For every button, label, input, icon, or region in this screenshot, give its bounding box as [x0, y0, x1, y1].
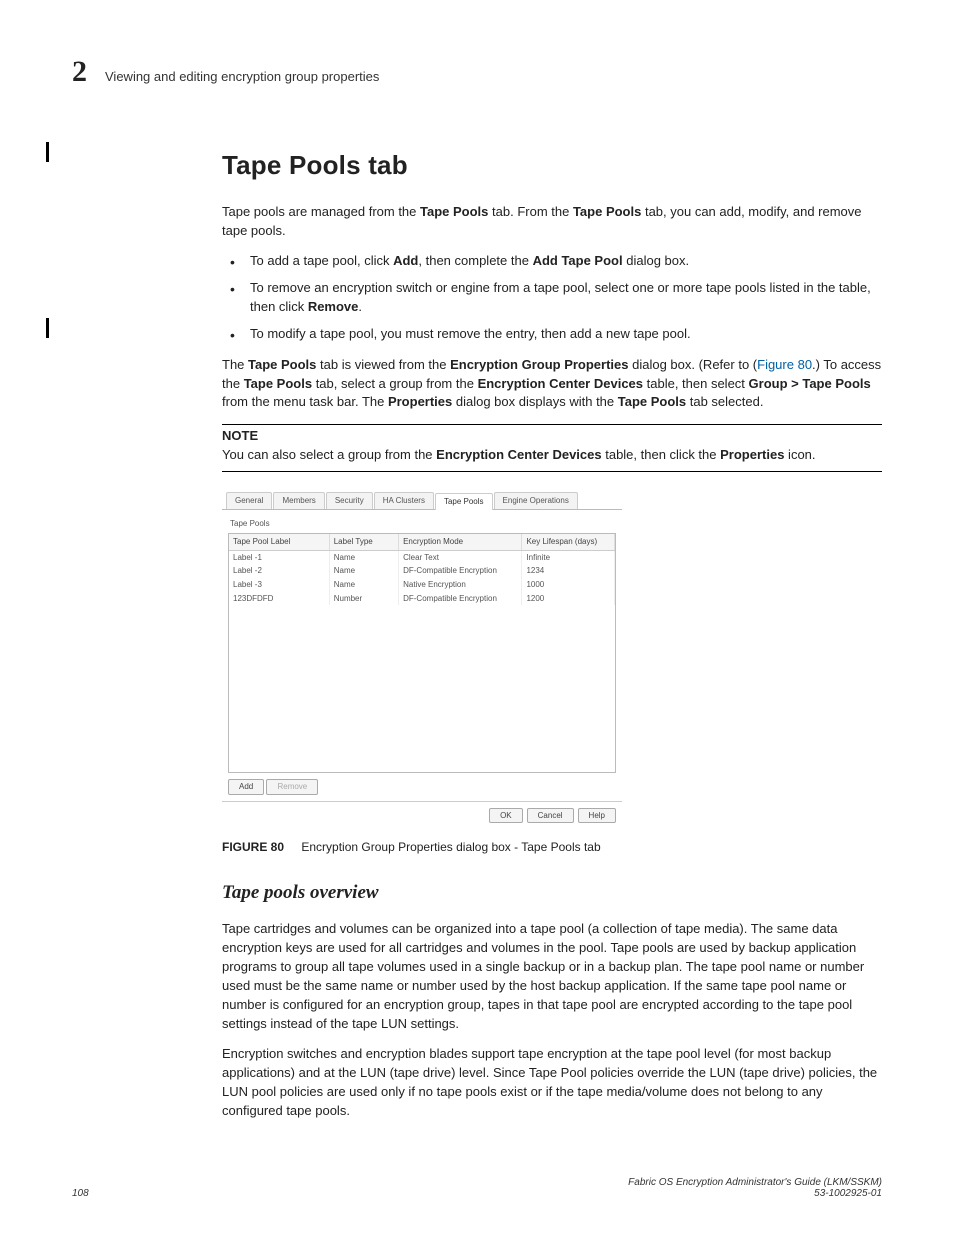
remove-button[interactable]: Remove	[266, 779, 318, 795]
dialog-tab[interactable]: General	[226, 492, 272, 509]
overview-p2: Encryption switches and encryption blade…	[222, 1045, 882, 1120]
table-cell: 1234	[522, 564, 615, 578]
dialog-tabs: GeneralMembersSecurityHA ClustersTape Po…	[222, 488, 622, 510]
cancel-button[interactable]: Cancel	[527, 808, 574, 824]
table-cell: 123DFDFD	[229, 592, 329, 606]
table-cell: Name	[329, 550, 398, 564]
content-area: Tape Pools tab Tape pools are managed fr…	[222, 147, 882, 1121]
table-cell: Native Encryption	[399, 578, 522, 592]
note-body: You can also select a group from the Enc…	[222, 446, 882, 472]
table-cell: Infinite	[522, 550, 615, 564]
dialog-tab[interactable]: Tape Pools	[435, 493, 493, 510]
dialog-button-row: Add Remove	[228, 779, 616, 795]
change-bar	[46, 318, 49, 338]
ok-button[interactable]: OK	[489, 808, 523, 824]
access-paragraph: The Tape Pools tab is viewed from the En…	[222, 356, 882, 413]
bullet-item: To remove an encryption switch or engine…	[222, 279, 882, 317]
table-cell: Label -2	[229, 564, 329, 578]
dialog-tab[interactable]: Engine Operations	[494, 492, 578, 509]
table-cell: DF-Compatible Encryption	[399, 564, 522, 578]
table-header: Key Lifespan (days)	[522, 534, 615, 550]
table-cell: 1200	[522, 592, 615, 606]
table-row[interactable]: Label -2NameDF-Compatible Encryption1234	[229, 564, 615, 578]
table-cell: Clear Text	[399, 550, 522, 564]
change-bar	[46, 142, 49, 162]
dialog-tab[interactable]: Members	[273, 492, 324, 509]
table-cell: Name	[329, 578, 398, 592]
add-button[interactable]: Add	[228, 779, 264, 795]
note-label: NOTE	[222, 424, 882, 446]
subsection-title: Tape pools overview	[222, 879, 882, 907]
help-button[interactable]: Help	[578, 808, 616, 824]
table-cell: Number	[329, 592, 398, 606]
table-cell: Name	[329, 564, 398, 578]
figure-label: FIGURE 80	[222, 840, 284, 854]
figure-dialog: GeneralMembersSecurityHA ClustersTape Po…	[222, 488, 622, 829]
doc-title: Fabric OS Encryption Administrator's Gui…	[628, 1177, 882, 1188]
table-row[interactable]: 123DFDFDNumberDF-Compatible Encryption12…	[229, 592, 615, 606]
page-header: 2 Viewing and editing encryption group p…	[72, 55, 882, 89]
page-number: 108	[72, 1188, 89, 1199]
doc-number: 53-1002925-01	[628, 1188, 882, 1199]
figure-caption-text: Encryption Group Properties dialog box -…	[301, 840, 600, 854]
table-cell: 1000	[522, 578, 615, 592]
table-header: Encryption Mode	[399, 534, 522, 550]
dialog-subtitle: Tape Pools	[230, 518, 616, 530]
table-cell: Label -1	[229, 550, 329, 564]
table-header: Tape Pool Label	[229, 534, 329, 550]
intro-paragraph: Tape pools are managed from the Tape Poo…	[222, 203, 882, 241]
table-header: Label Type	[329, 534, 398, 550]
bullet-item: To modify a tape pool, you must remove t…	[222, 325, 882, 344]
table-cell: Label -3	[229, 578, 329, 592]
table-row[interactable]: Label -1NameClear TextInfinite	[229, 550, 615, 564]
bullet-list: To add a tape pool, click Add, then comp…	[222, 252, 882, 343]
section-title: Tape Pools tab	[222, 147, 882, 185]
dialog-tab[interactable]: Security	[326, 492, 373, 509]
dialog-table: Tape Pool LabelLabel TypeEncryption Mode…	[228, 533, 616, 773]
running-title: Viewing and editing encryption group pro…	[105, 69, 379, 84]
table-cell: DF-Compatible Encryption	[399, 592, 522, 606]
chapter-number: 2	[72, 55, 87, 89]
figure-caption: FIGURE 80 Encryption Group Properties di…	[222, 839, 882, 856]
page: 2 Viewing and editing encryption group p…	[0, 0, 954, 1235]
dialog-tab[interactable]: HA Clusters	[374, 492, 434, 509]
bullet-item: To add a tape pool, click Add, then comp…	[222, 252, 882, 271]
dialog-footer: OKCancelHelp	[222, 801, 622, 830]
page-footer: 108 Fabric OS Encryption Administrator's…	[72, 1177, 882, 1199]
overview-p1: Tape cartridges and volumes can be organ…	[222, 920, 882, 1033]
table-row[interactable]: Label -3NameNative Encryption1000	[229, 578, 615, 592]
